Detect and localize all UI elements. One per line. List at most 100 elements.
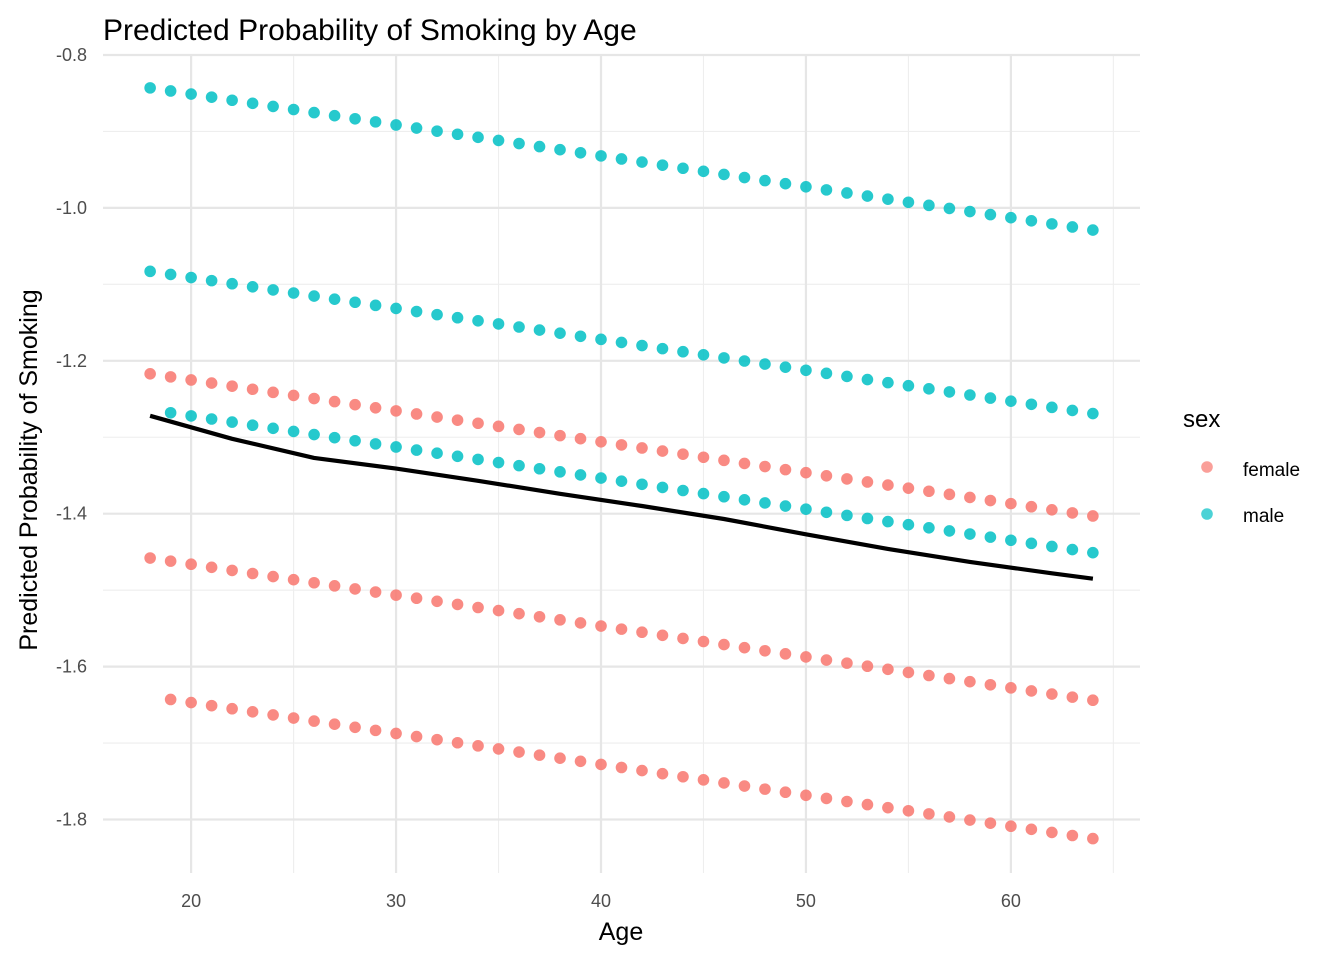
data-point-female <box>964 491 976 504</box>
data-point-male <box>226 94 238 107</box>
data-point-male <box>800 503 812 515</box>
data-point-female <box>923 808 935 820</box>
data-point-male <box>574 330 587 343</box>
data-point-male <box>923 522 935 534</box>
data-point-male <box>841 509 853 522</box>
data-point-female <box>738 780 751 792</box>
data-point-male <box>492 456 505 469</box>
data-point-female <box>923 669 935 682</box>
data-point-female <box>369 401 382 414</box>
data-point-female <box>964 814 976 826</box>
data-point-female <box>554 752 566 765</box>
data-point-female <box>1046 688 1058 700</box>
data-point-female <box>636 626 648 639</box>
data-point-male <box>287 425 300 438</box>
data-point-female <box>246 383 259 396</box>
data-point-male <box>615 336 628 349</box>
data-point-female <box>554 614 566 626</box>
data-point-female <box>267 709 279 721</box>
data-point-female <box>779 463 792 476</box>
data-point-male <box>923 383 935 395</box>
data-point-female <box>861 660 874 673</box>
data-point-female <box>308 576 320 589</box>
data-point-female <box>1025 685 1038 697</box>
data-point-female <box>923 485 935 498</box>
legend-label-female: female <box>1243 460 1300 481</box>
data-point-female <box>308 392 320 405</box>
data-point-female <box>267 386 279 399</box>
data-point-male <box>779 500 792 512</box>
data-point-male <box>820 184 833 196</box>
data-point-female <box>943 811 956 823</box>
data-point-female <box>349 721 361 734</box>
data-point-male <box>861 373 874 386</box>
data-point-male <box>451 128 464 141</box>
data-point-female <box>533 749 546 761</box>
data-point-male <box>1025 398 1038 411</box>
y-tick-label: -1.4 <box>56 504 87 524</box>
data-point-male <box>964 205 976 218</box>
data-point-male <box>472 315 484 327</box>
data-point-male <box>697 165 710 178</box>
data-point-male <box>1046 218 1058 230</box>
data-point-male <box>1005 211 1017 224</box>
data-point-male <box>1025 214 1038 227</box>
data-point-male <box>554 327 566 339</box>
data-point-male <box>841 187 853 199</box>
data-point-male <box>656 481 669 494</box>
data-point-male <box>513 321 525 333</box>
data-point-male <box>636 339 648 352</box>
data-point-male <box>328 293 341 305</box>
data-point-male <box>1066 221 1079 233</box>
data-point-male <box>779 177 792 190</box>
data-point-female <box>328 395 341 408</box>
x-axis-ticks: 20 30 40 50 60 <box>181 891 1021 911</box>
data-point-male <box>226 416 238 428</box>
data-point-male <box>820 367 833 380</box>
data-point-female <box>841 795 853 808</box>
data-point-male <box>267 284 279 296</box>
data-point-female <box>1046 504 1058 516</box>
data-point-female <box>1046 826 1058 839</box>
data-point-male <box>349 434 361 447</box>
trend-line <box>149 413 1094 581</box>
data-point-male <box>164 268 177 281</box>
data-point-male <box>882 515 894 528</box>
data-point-male <box>964 528 976 540</box>
data-point-male <box>677 162 689 175</box>
data-point-male <box>267 100 279 113</box>
data-point-female <box>451 598 464 611</box>
data-point-male <box>144 82 156 94</box>
data-point-male <box>369 438 382 450</box>
data-point-male <box>472 453 484 466</box>
data-point-female <box>1066 829 1079 842</box>
data-point-male <box>902 518 915 531</box>
data-point-male <box>677 484 689 497</box>
data-point-male <box>656 342 669 355</box>
legend-title: sex <box>1183 406 1220 433</box>
data-point-female <box>451 736 464 749</box>
y-tick-label: -1.8 <box>56 809 87 829</box>
data-point-male <box>697 349 710 361</box>
data-point-female <box>451 414 464 426</box>
data-point-female <box>574 617 587 629</box>
data-point-female <box>185 374 197 386</box>
data-point-female <box>1066 507 1079 519</box>
data-point-male <box>185 88 197 100</box>
data-point-male <box>656 159 669 171</box>
data-point-female <box>738 641 751 654</box>
data-point-male <box>759 358 771 370</box>
data-point-female <box>205 377 218 389</box>
data-point-female <box>472 740 484 752</box>
data-point-female <box>902 666 915 679</box>
data-point-female <box>800 651 812 663</box>
data-point-male <box>636 156 648 168</box>
data-point-female <box>861 798 874 811</box>
data-point-male <box>533 140 546 153</box>
data-point-female <box>472 601 484 614</box>
data-point-male <box>759 174 771 187</box>
data-point-male <box>205 274 218 287</box>
data-point-male <box>1046 401 1058 414</box>
data-point-male <box>246 281 259 293</box>
